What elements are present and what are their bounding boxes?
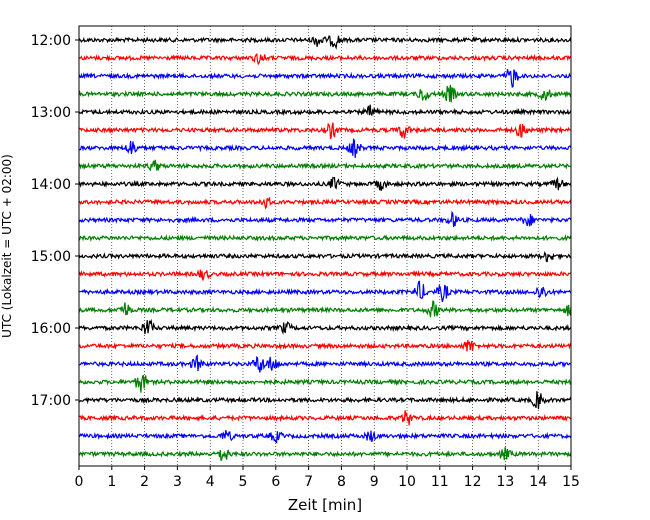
y-tick-label: 14:00 <box>31 177 71 193</box>
trace-line <box>78 300 572 318</box>
trace-line <box>78 269 572 281</box>
y-tick-label: 17:00 <box>31 393 71 409</box>
x-tick-label: 5 <box>239 474 248 490</box>
trace-line <box>78 410 572 426</box>
trace-line <box>78 122 572 140</box>
x-tick-label: 7 <box>304 474 313 490</box>
trace-line <box>78 104 572 117</box>
trace-line <box>78 391 572 410</box>
y-axis-label: UTC (Lokalzeit = UTC + 02:00) <box>0 154 14 338</box>
y-tick-label: 13:00 <box>31 105 71 121</box>
trace-group <box>78 35 572 462</box>
trace-line <box>78 280 572 303</box>
y-tick-label: 16:00 <box>31 321 71 337</box>
trace-line <box>78 52 572 66</box>
x-tick-label: 3 <box>173 474 182 490</box>
trace-line <box>78 374 572 393</box>
x-tick-label: 11 <box>431 474 449 490</box>
trace-line <box>78 233 572 243</box>
x-tick-label: 15 <box>562 474 580 490</box>
y-axis-ticks: 12:00 13:00 14:00 15:00 16:00 17:00 <box>31 33 79 409</box>
trace-line <box>78 251 572 263</box>
trace-line <box>78 176 572 191</box>
trace-line <box>78 84 572 103</box>
trace-line <box>78 318 572 336</box>
x-tick-label: 9 <box>370 474 379 490</box>
trace-line <box>78 340 572 352</box>
x-axis-label: Zeit [min] <box>288 496 362 514</box>
y-tick-label: 12:00 <box>31 33 71 49</box>
x-tick-label: 6 <box>271 474 280 490</box>
x-tick-label: 13 <box>496 474 514 490</box>
x-tick-label: 12 <box>464 474 482 490</box>
trace-line <box>78 197 572 210</box>
trace-line <box>78 354 572 373</box>
trace-line <box>78 447 572 462</box>
x-tick-label: 4 <box>206 474 215 490</box>
x-tick-label: 8 <box>337 474 346 490</box>
x-tick-label: 10 <box>398 474 416 490</box>
trace-line <box>78 429 572 444</box>
trace-line <box>78 210 572 228</box>
trace-line <box>78 159 571 172</box>
trace-line <box>78 138 572 158</box>
y-tick-label: 15:00 <box>31 249 71 265</box>
x-axis-ticks: 0 1 2 3 4 5 6 7 8 9 10 11 12 13 14 15 <box>75 466 580 490</box>
x-tick-label: 14 <box>529 474 547 490</box>
plot-frame <box>78 25 572 467</box>
x-tick-label: 2 <box>140 474 149 490</box>
x-tick-label: 0 <box>75 474 84 490</box>
minute-grid <box>111 26 539 466</box>
trace-line <box>78 35 572 50</box>
trace-line <box>78 69 572 88</box>
x-tick-label: 1 <box>107 474 116 490</box>
